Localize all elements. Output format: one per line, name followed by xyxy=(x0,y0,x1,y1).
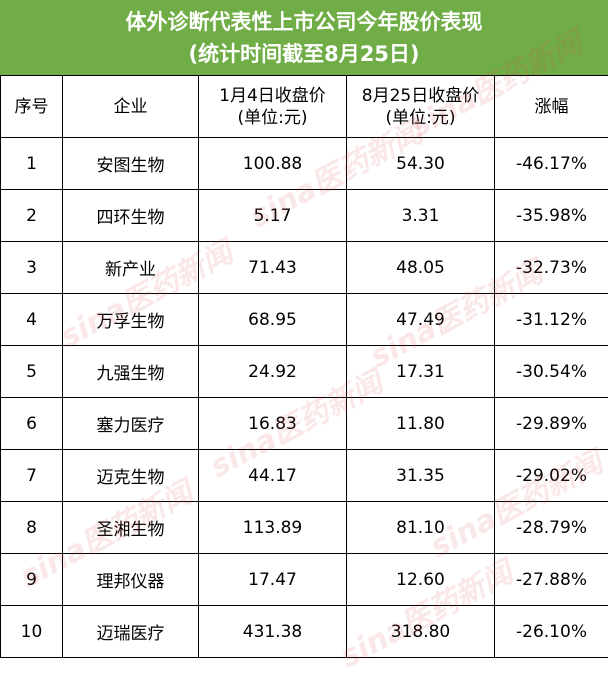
table-title: 体外诊断代表性上市公司今年股价表现 xyxy=(0,6,608,38)
cell-company: 安图生物 xyxy=(63,138,199,190)
cell-jan4-price: 71.43 xyxy=(199,242,347,294)
table-row: 4 万孚生物 68.95 47.49 -31.12% xyxy=(1,294,608,346)
cell-aug25-price: 31.35 xyxy=(347,450,495,502)
cell-jan4-price: 100.88 xyxy=(199,138,347,190)
table-row: 5 九强生物 24.92 17.31 -30.54% xyxy=(1,346,608,398)
cell-aug25-price: 54.30 xyxy=(347,138,495,190)
header-seq: 序号 xyxy=(1,76,63,138)
cell-change: -31.12% xyxy=(495,294,608,346)
table-subtitle: (统计时间截至8月25日) xyxy=(0,38,608,70)
cell-seq: 3 xyxy=(1,242,63,294)
cell-aug25-price: 17.31 xyxy=(347,346,495,398)
header-change: 涨幅 xyxy=(495,76,608,138)
cell-company: 塞力医疗 xyxy=(63,398,199,450)
cell-company: 圣湘生物 xyxy=(63,502,199,554)
cell-change: -46.17% xyxy=(495,138,608,190)
cell-jan4-price: 17.47 xyxy=(199,554,347,606)
cell-company: 九强生物 xyxy=(63,346,199,398)
header-aug25-price: 8月25日收盘价 (单位:元) xyxy=(347,76,495,138)
cell-change: -27.88% xyxy=(495,554,608,606)
table-row: 8 圣湘生物 113.89 81.10 -28.79% xyxy=(1,502,608,554)
cell-aug25-price: 47.49 xyxy=(347,294,495,346)
cell-change: -28.79% xyxy=(495,502,608,554)
cell-company: 四环生物 xyxy=(63,190,199,242)
cell-company: 迈克生物 xyxy=(63,450,199,502)
cell-change: -29.02% xyxy=(495,450,608,502)
cell-jan4-price: 68.95 xyxy=(199,294,347,346)
cell-jan4-price: 5.17 xyxy=(199,190,347,242)
cell-company: 万孚生物 xyxy=(63,294,199,346)
cell-jan4-price: 113.89 xyxy=(199,502,347,554)
cell-seq: 2 xyxy=(1,190,63,242)
table-row: 1 安图生物 100.88 54.30 -46.17% xyxy=(1,138,608,190)
cell-jan4-price: 431.38 xyxy=(199,606,347,658)
table-row: 9 理邦仪器 17.47 12.60 -27.88% xyxy=(1,554,608,606)
table-row: 6 塞力医疗 16.83 11.80 -29.89% xyxy=(1,398,608,450)
cell-aug25-price: 3.31 xyxy=(347,190,495,242)
header-jan4-label: 1月4日收盘价 xyxy=(199,85,346,107)
cell-aug25-price: 81.10 xyxy=(347,502,495,554)
cell-seq: 5 xyxy=(1,346,63,398)
header-row: 序号 企业 1月4日收盘价 (单位:元) 8月25日收盘价 (单位:元) 涨幅 xyxy=(1,76,608,138)
cell-aug25-price: 48.05 xyxy=(347,242,495,294)
table-row: 10 迈瑞医疗 431.38 318.80 -26.10% xyxy=(1,606,608,658)
cell-company: 理邦仪器 xyxy=(63,554,199,606)
table-row: 2 四环生物 5.17 3.31 -35.98% xyxy=(1,190,608,242)
cell-seq: 4 xyxy=(1,294,63,346)
table-title-bar: 体外诊断代表性上市公司今年股价表现 (统计时间截至8月25日) xyxy=(0,0,608,75)
cell-seq: 8 xyxy=(1,502,63,554)
cell-change: -35.98% xyxy=(495,190,608,242)
cell-change: -32.73% xyxy=(495,242,608,294)
cell-change: -26.10% xyxy=(495,606,608,658)
cell-company: 迈瑞医疗 xyxy=(63,606,199,658)
header-jan4-unit: (单位:元) xyxy=(199,107,346,129)
header-jan4-price: 1月4日收盘价 (单位:元) xyxy=(199,76,347,138)
cell-seq: 1 xyxy=(1,138,63,190)
cell-jan4-price: 16.83 xyxy=(199,398,347,450)
table-row: 7 迈克生物 44.17 31.35 -29.02% xyxy=(1,450,608,502)
cell-seq: 7 xyxy=(1,450,63,502)
cell-aug25-price: 11.80 xyxy=(347,398,495,450)
cell-jan4-price: 44.17 xyxy=(199,450,347,502)
cell-seq: 6 xyxy=(1,398,63,450)
cell-company: 新产业 xyxy=(63,242,199,294)
cell-change: -30.54% xyxy=(495,346,608,398)
header-company: 企业 xyxy=(63,76,199,138)
cell-aug25-price: 318.80 xyxy=(347,606,495,658)
header-aug25-unit: (单位:元) xyxy=(347,107,494,129)
header-aug25-label: 8月25日收盘价 xyxy=(347,85,494,107)
stock-performance-table: 序号 企业 1月4日收盘价 (单位:元) 8月25日收盘价 (单位:元) 涨幅 … xyxy=(0,75,608,658)
cell-jan4-price: 24.92 xyxy=(199,346,347,398)
cell-seq: 9 xyxy=(1,554,63,606)
table-row: 3 新产业 71.43 48.05 -32.73% xyxy=(1,242,608,294)
cell-change: -29.89% xyxy=(495,398,608,450)
cell-seq: 10 xyxy=(1,606,63,658)
cell-aug25-price: 12.60 xyxy=(347,554,495,606)
